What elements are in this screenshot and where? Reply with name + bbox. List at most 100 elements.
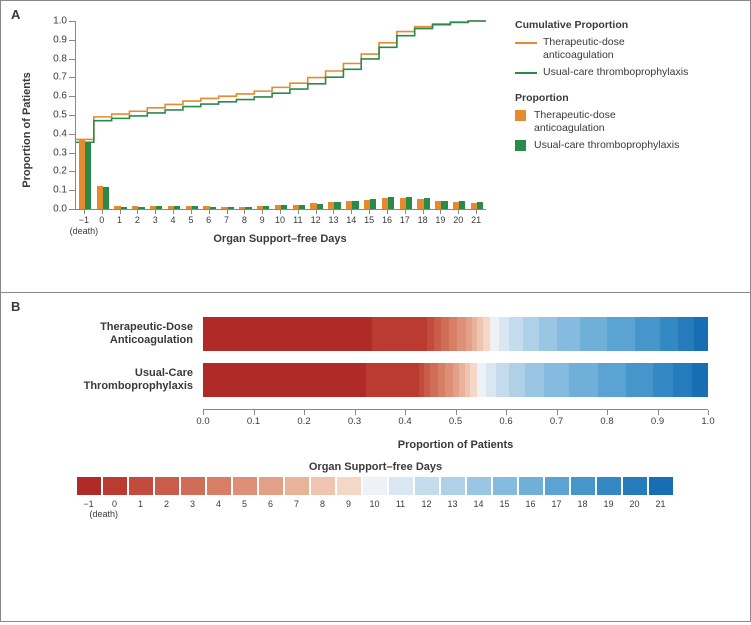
heatbar-segment [490,317,499,351]
colorbar-cell: 17 [545,477,569,495]
hb-tick [456,410,457,415]
heatbar-segment [499,317,509,351]
bar-usual [156,206,162,209]
colorbar-label: 2 [164,499,169,509]
colorbar-label: 7 [294,499,299,509]
colorbar-cell: 12 [415,477,439,495]
heatbar-segment [438,363,445,397]
colorbar-cell: 13 [441,477,465,495]
legend-cum-items: Therapeutic-dose anticoagulationUsual-ca… [515,36,693,79]
x-tick [405,209,406,214]
bar-usual [174,206,180,209]
colorbar-cell: 8 [311,477,335,495]
heatbar-segment [430,363,437,397]
colorbar-cell: 7 [285,477,309,495]
y-tick [69,153,75,154]
colorbar-cell: 21 [649,477,673,495]
x-axis-label: 7 [224,215,229,225]
colorbar-title: Organ Support–free Days [43,461,708,473]
x-tick [155,209,156,214]
colorbar-label: 13 [447,499,457,509]
y-tick [69,171,75,172]
y-axis-label: 0.8 [31,53,67,64]
hb-tick-label: 0.8 [600,416,613,427]
hb-tick-label: 0.0 [196,416,209,427]
hb-tick [203,410,204,415]
x-axis-title: Organ Support–free Days [213,233,346,245]
colorbar-cell: −1 [77,477,101,495]
y-axis-label: 1.0 [31,16,67,27]
hb-tick [708,410,709,415]
colorbar-label: 10 [369,499,379,509]
heatbar-x-title: Proportion of Patients [203,439,708,451]
legend-a: Cumulative Proportion Therapeutic-dose a… [515,15,693,156]
panel-b-label: B [11,299,20,314]
colorbar: −10123456789101112131415161718192021 [77,477,675,495]
legend-square-swatch [515,110,526,121]
heatbar-axis-line: 0.00.10.20.30.40.50.60.70.80.91.0 [203,409,708,410]
bar-usual [263,206,269,209]
x-tick [333,209,334,214]
heatbar-segment [580,317,607,351]
x-tick [369,209,370,214]
x-axis-label: 14 [346,215,356,225]
heatbar-segment [427,317,434,351]
colorbar-label: 3 [190,499,195,509]
x-axis-label: 21 [471,215,481,225]
colorbar-label: 21 [655,499,665,509]
x-tick [227,209,228,214]
bar-usual [192,206,198,209]
colorbar-label: 19 [603,499,613,509]
hb-tick [557,410,558,415]
x-axis-label: 0 [99,215,104,225]
heatbar-segment [626,363,653,397]
hb-tick [355,410,356,415]
colorbar-cell: 16 [519,477,543,495]
hb-tick [658,410,659,415]
y-axis-label: 0.4 [31,128,67,139]
panel-b: B Therapeutic-Dose AnticoagulationUsual-… [1,293,750,621]
x-tick [351,209,352,214]
x-tick [458,209,459,214]
heatbar-segment [635,317,660,351]
heatbar-segment [607,317,634,351]
x-axis-label: 15 [364,215,374,225]
panel-b-body: Therapeutic-Dose AnticoagulationUsual-Ca… [13,303,738,523]
chart-a-plot [75,21,486,210]
x-axis-label: 10 [275,215,285,225]
bar-usual [210,207,216,209]
colorbar-label: 17 [551,499,561,509]
x-tick [84,209,85,214]
x-axis-label: 5 [188,215,193,225]
x-tick [137,209,138,214]
heatbar-segment [203,317,372,351]
heatbar-segment [569,363,597,397]
y-tick [69,77,75,78]
x-axis-label: 16 [382,215,392,225]
panel-a-label: A [11,7,20,22]
bar-usual [103,187,109,209]
x-axis-label: 11 [293,215,302,225]
heatbar-segment [483,317,490,351]
heatbar-segment [457,317,465,351]
chart-a-wrap: Proportion of Patients Organ Support–fre… [31,15,501,245]
colorbar-cell: 11 [389,477,413,495]
colorbar-cell: 10 [363,477,387,495]
step-line-therapeutic [76,21,486,139]
colorbar-label: 16 [525,499,535,509]
colorbar-cell: 19 [597,477,621,495]
hb-tick-label: 0.3 [348,416,361,427]
legend-item: Therapeutic-dose anticoagulation [515,109,693,135]
colorbar-cell: 20 [623,477,647,495]
colorbar-cell: 14 [467,477,491,495]
colorbar-wrap: −10123456789101112131415161718192021 [43,477,708,495]
x-axis-label: 4 [171,215,176,225]
heatbar [203,317,708,351]
legend-text: Usual-care thromboprophylaxis [534,139,679,152]
legend-item: Therapeutic-dose anticoagulation [515,36,693,62]
colorbar-cell: 1 [129,477,153,495]
bar-usual [85,142,91,209]
heatbar-segment [539,317,557,351]
colorbar-label: −1 [83,499,93,509]
heatbar-segment [445,363,453,397]
